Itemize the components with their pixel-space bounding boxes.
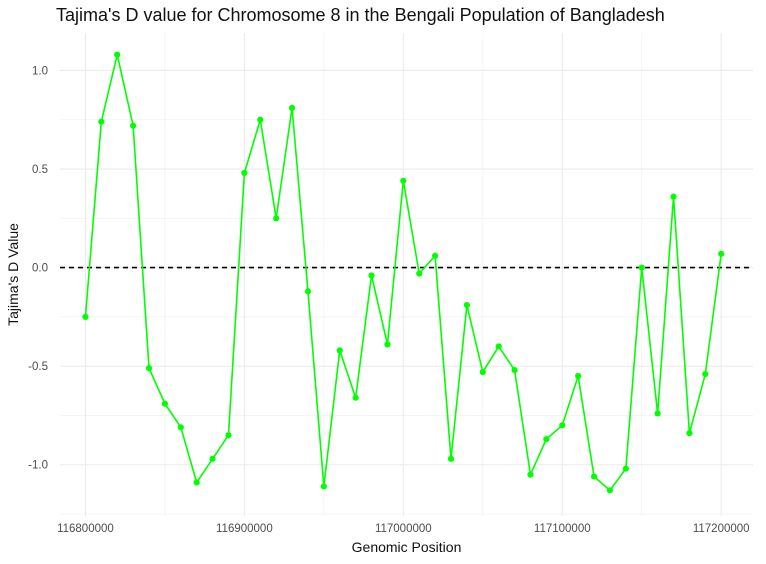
data-point: [527, 471, 534, 478]
data-point: [368, 272, 375, 279]
x-tick-label: 117000000: [375, 523, 432, 535]
data-point: [511, 367, 518, 374]
y-tick-label: -1.0: [28, 460, 48, 472]
x-axis-title: Genomic Position: [352, 539, 462, 555]
data-point: [575, 372, 582, 380]
data-point: [590, 473, 598, 480]
y-tick-label: 0.5: [32, 164, 48, 176]
data-point: [384, 341, 391, 348]
data-point: [463, 301, 470, 309]
data-point: [114, 51, 121, 58]
data-point: [320, 483, 327, 490]
data-point: [400, 177, 407, 184]
data-point: [336, 347, 343, 354]
data-point: [98, 118, 105, 125]
chart-title: Tajima's D value for Chromosome 8 in the…: [56, 5, 665, 25]
data-point: [432, 252, 439, 259]
data-point: [209, 455, 216, 462]
data-point: [686, 430, 693, 437]
data-point: [241, 169, 248, 177]
x-tick-label: 116900000: [216, 523, 273, 535]
data-point: [352, 394, 359, 401]
data-point: [225, 432, 232, 439]
data-point: [543, 436, 550, 443]
data-point: [193, 479, 200, 486]
data-point: [479, 368, 486, 376]
data-point: [130, 122, 137, 129]
y-tick-label: 1.0: [32, 65, 48, 77]
data-point: [145, 365, 153, 372]
data-point: [495, 343, 502, 350]
data-point: [304, 288, 312, 295]
data-point: [718, 250, 725, 257]
data-point: [82, 313, 89, 320]
data-point: [670, 193, 677, 200]
series-group: [82, 51, 725, 494]
data-point: [447, 455, 455, 462]
axis-tick-labels: 116800000 116900000 117000000 117100000 1172…: [28, 65, 749, 535]
data-point: [416, 270, 423, 277]
data-point: [702, 370, 709, 378]
data-point: [161, 400, 168, 407]
data-point: [559, 422, 566, 429]
data-point: [177, 424, 184, 431]
y-tick-label: 0.0: [32, 263, 48, 275]
data-point: [622, 465, 629, 472]
x-tick-label: 117200000: [693, 523, 750, 535]
data-point: [654, 410, 661, 417]
x-tick-label: 116800000: [57, 523, 114, 535]
y-axis-title: Tajima's D Value: [5, 223, 21, 326]
x-tick-label: 117100000: [534, 523, 591, 535]
data-point: [638, 264, 645, 271]
data-point: [273, 215, 280, 222]
data-point: [288, 104, 296, 112]
data-point: [257, 116, 264, 123]
y-tick-label: -0.5: [28, 361, 48, 373]
data-point: [606, 487, 614, 494]
